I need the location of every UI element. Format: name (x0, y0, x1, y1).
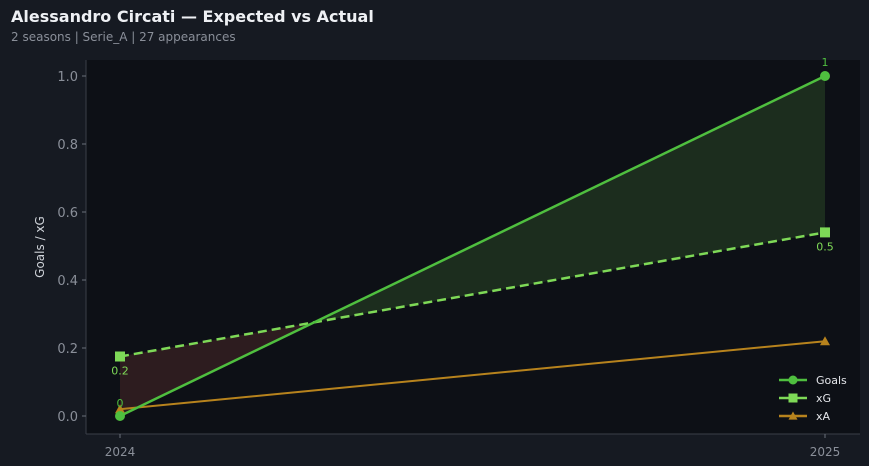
xa-point (115, 404, 125, 414)
legend-label: xG (816, 392, 831, 405)
y-tick-label: 0.0 (57, 410, 78, 425)
goals-line (119, 74, 826, 418)
goals-point (820, 71, 830, 81)
xg-point (820, 227, 830, 238)
xg-point (115, 351, 125, 362)
xa-line (119, 340, 826, 411)
legend-item-goals: Goals (779, 374, 847, 387)
goals-data-label: 0 (117, 397, 124, 410)
chart-title: Alessandro Circati — Expected vs Actual (11, 7, 374, 26)
xg-line (119, 231, 826, 358)
y-tick-label: 0.4 (57, 274, 78, 289)
legend-item-xa: xA (779, 410, 831, 423)
xg-data-label: 0.5 (816, 240, 834, 253)
chart-subtitle: 2 seasons | Serie_A | 27 appearances (11, 30, 236, 44)
y-tick-label: 0.8 (57, 138, 78, 153)
legend-label: xA (816, 410, 831, 423)
x-tick-label: 2025 (810, 445, 841, 459)
goals-point (115, 411, 125, 421)
y-tick-label: 0.2 (57, 342, 78, 357)
xg-data-label: 0.2 (111, 365, 129, 378)
legend-circle-icon (788, 375, 798, 385)
legend-item-xg: xG (779, 392, 831, 405)
goals-data-label: 1 (822, 56, 829, 69)
legend-square-icon (788, 393, 798, 403)
y-tick-label: 1.0 (57, 70, 78, 85)
xa-point (820, 336, 830, 346)
y-tick-label: 0.6 (57, 206, 78, 221)
legend-triangle-icon (788, 411, 798, 420)
y-axis-label: Goals / xG (33, 216, 47, 278)
x-tick-label: 2024 (105, 445, 136, 459)
legend-label: Goals (816, 374, 847, 387)
